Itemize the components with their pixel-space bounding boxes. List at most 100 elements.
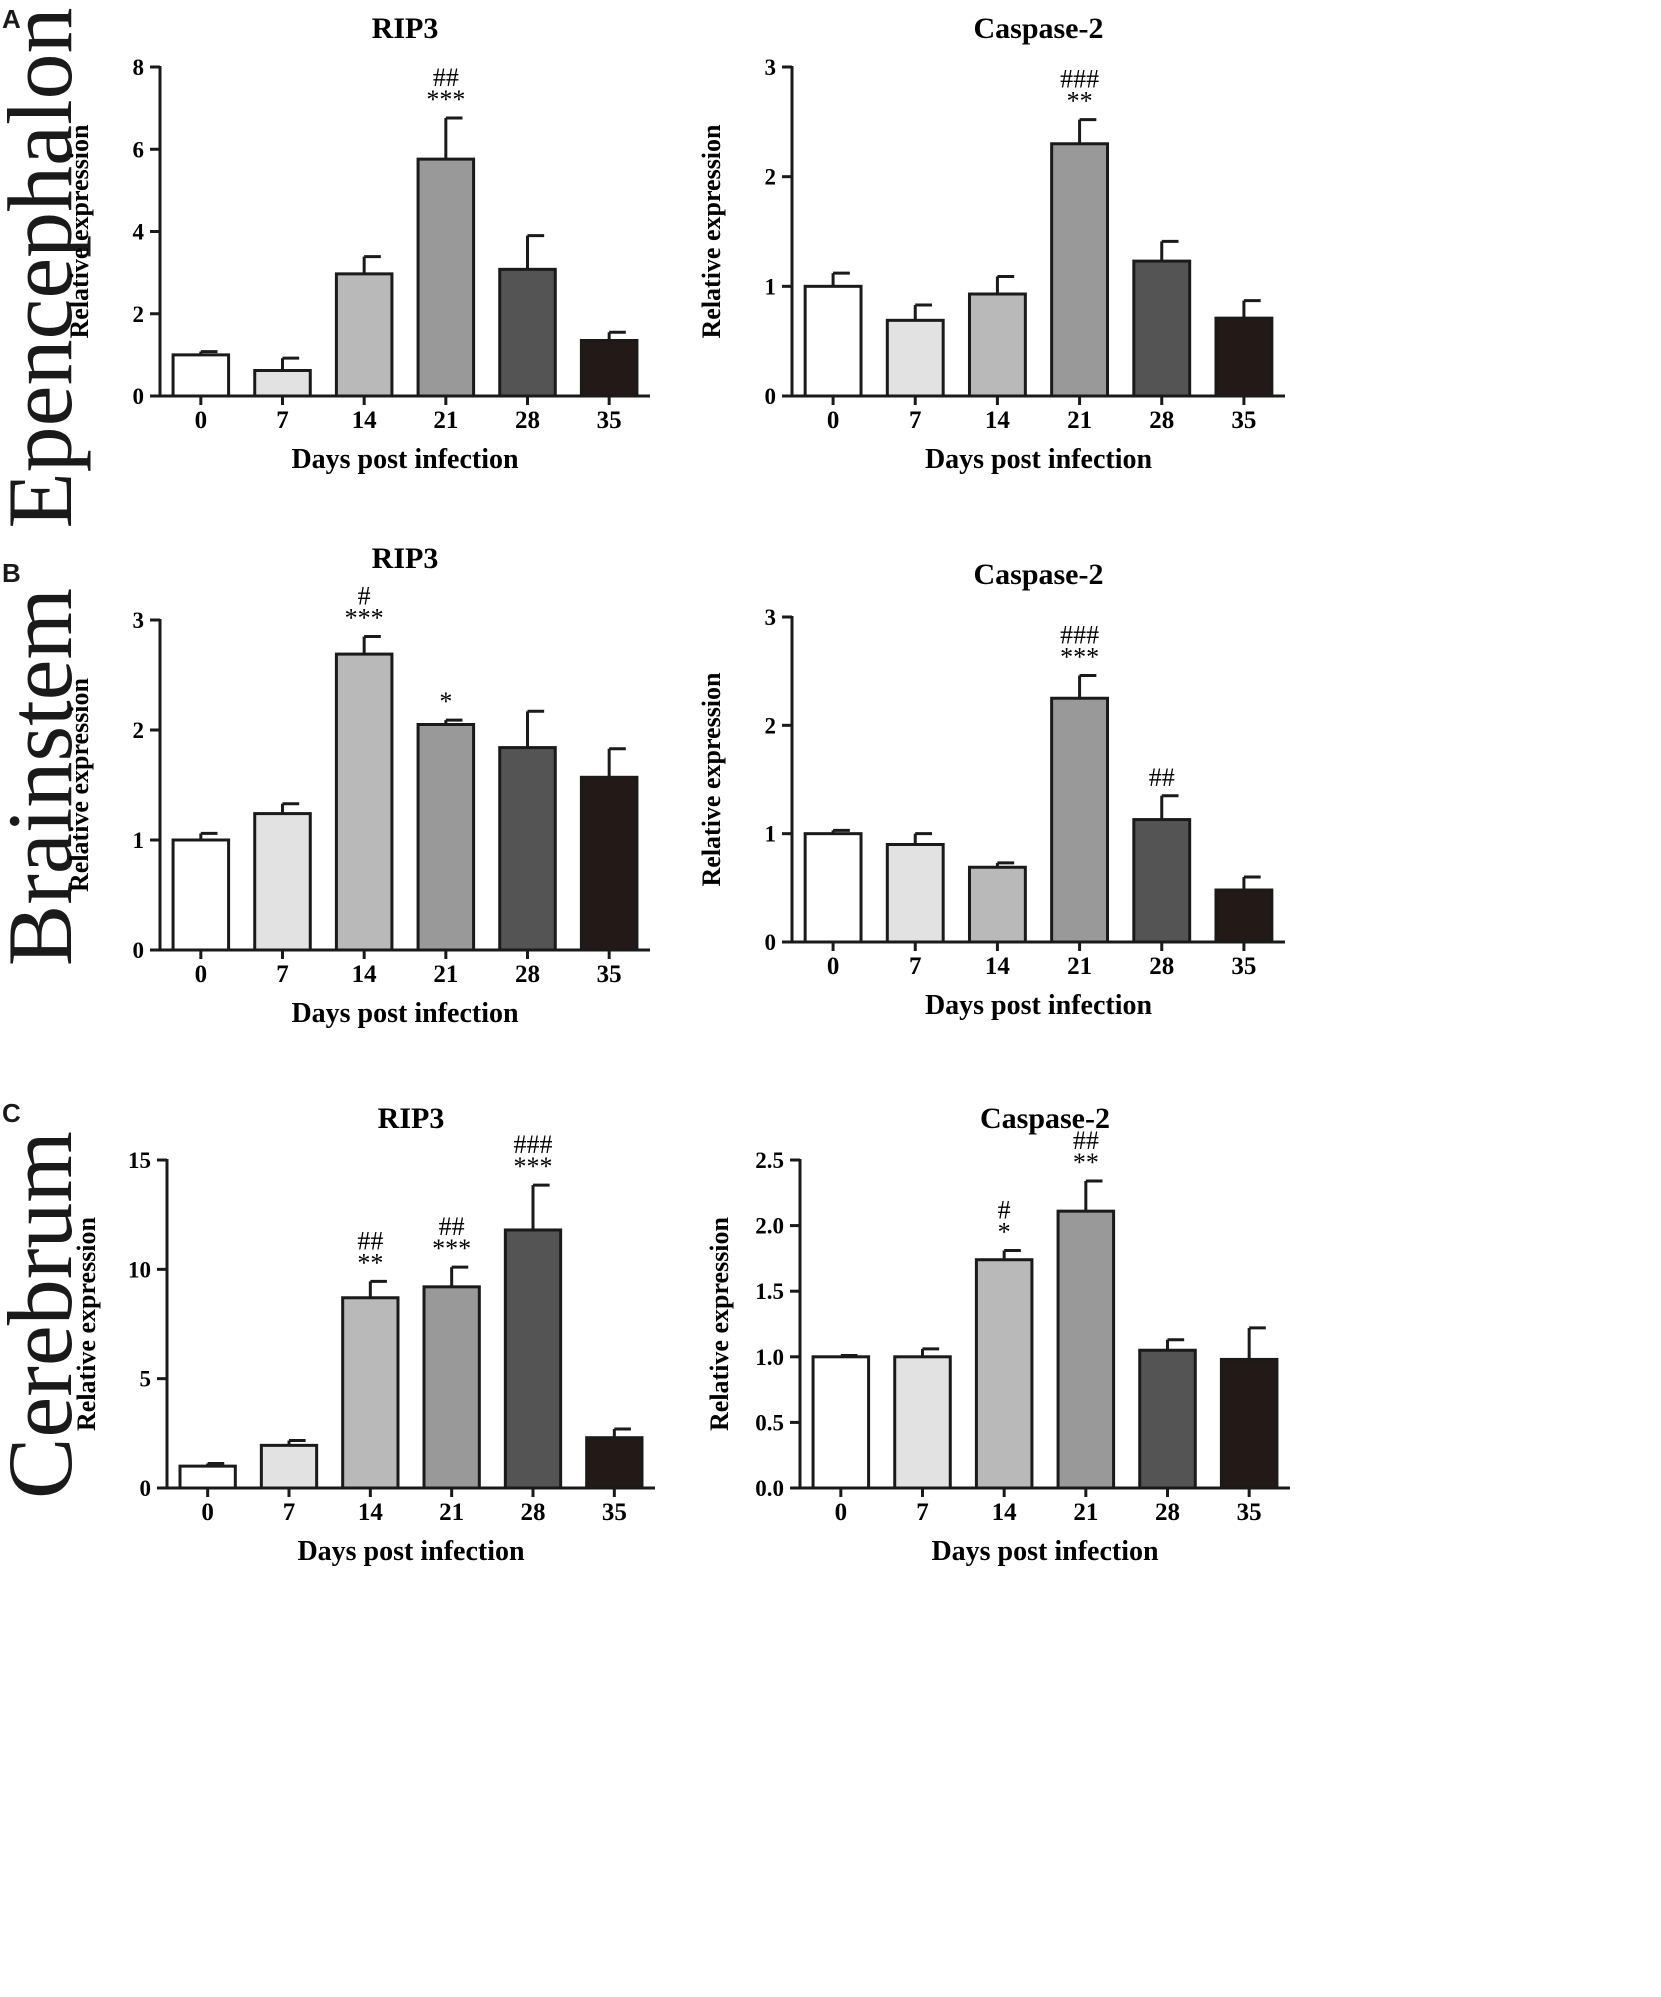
y-tick-label: 2.5 xyxy=(755,1148,784,1173)
bar-day-21 xyxy=(416,157,476,398)
significance-label-14: # xyxy=(358,582,371,611)
x-tick-label-0: 0 xyxy=(195,407,208,434)
significance-label-14: ## xyxy=(357,1226,383,1255)
x-tick-label-35: 35 xyxy=(1231,407,1256,434)
bar-day-28 xyxy=(1132,818,1192,944)
bar-day-28 xyxy=(1138,1348,1197,1490)
x-tick-label-7: 7 xyxy=(283,1499,296,1526)
bar-day-35 xyxy=(585,1436,644,1490)
bar-day-7 xyxy=(259,1443,319,1490)
x-tick-label-28: 28 xyxy=(1155,1499,1180,1526)
panel-letter-b: B xyxy=(2,558,21,588)
x-tick-label-35: 35 xyxy=(1237,1499,1262,1526)
x-tick-label-7: 7 xyxy=(909,953,922,980)
bar-day-7 xyxy=(253,812,312,952)
x-axis-label: Days post infection xyxy=(297,1536,525,1567)
x-tick-label-0: 0 xyxy=(201,1499,214,1526)
x-tick-label-35: 35 xyxy=(597,961,622,988)
x-tick-label-35: 35 xyxy=(597,407,622,434)
y-axis-label: Relative expression xyxy=(65,677,94,892)
x-tick-label-28: 28 xyxy=(1149,407,1174,434)
chart-cerebrum-caspase2: Caspase-2 0 7 #* 14 ##** 21 28 35 0.0 0.5 1.0 1.5 2.0… xyxy=(705,1102,1290,1567)
x-tick-label-7: 7 xyxy=(276,961,289,988)
bar-day-21 xyxy=(1050,696,1110,944)
x-tick-label-14: 14 xyxy=(992,1499,1018,1526)
x-axis-label: Days post infection xyxy=(931,1536,1159,1567)
x-tick-label-7: 7 xyxy=(909,407,922,434)
significance-label-14: *** xyxy=(345,604,384,633)
y-tick-label: 1.0 xyxy=(755,1345,784,1370)
x-tick-label-14: 14 xyxy=(352,407,378,434)
x-tick-label-35: 35 xyxy=(602,1499,627,1526)
y-axis-label: Relative expression xyxy=(697,672,726,887)
bar-day-14 xyxy=(967,865,1027,944)
bar-day-35 xyxy=(579,775,639,952)
x-axis-label: Days post infection xyxy=(291,444,519,475)
bar-day-28 xyxy=(498,746,557,952)
y-tick-label: 2 xyxy=(133,302,145,327)
chart-brainstem-caspase2: Caspase-2 0 7 14 ###*** 21 ## 28 35 0 1 2 3 Days post… xyxy=(697,558,1285,1021)
y-tick-label: 3 xyxy=(133,608,145,633)
x-tick-label-21: 21 xyxy=(1067,953,1092,980)
y-tick-label: 2 xyxy=(765,165,777,190)
x-tick-label-7: 7 xyxy=(276,407,289,434)
bar-day-7 xyxy=(253,369,312,398)
bar-day-14 xyxy=(341,1296,400,1490)
chart-title: Caspase-2 xyxy=(980,1102,1110,1135)
y-tick-label: 5 xyxy=(140,1367,152,1392)
x-tick-label-14: 14 xyxy=(352,961,378,988)
y-tick-label: 2.0 xyxy=(755,1214,784,1239)
y-tick-label: 0 xyxy=(140,1476,152,1501)
x-tick-label-14: 14 xyxy=(985,407,1011,434)
bar-day-35 xyxy=(1214,888,1274,944)
x-tick-label-7: 7 xyxy=(916,1499,929,1526)
x-axis-label: Days post infection xyxy=(925,444,1153,475)
panel-letter-c: C xyxy=(2,1098,21,1128)
bar-day-7 xyxy=(885,843,945,944)
bar-day-28 xyxy=(498,267,557,398)
significance-label-21: ## xyxy=(439,1212,465,1241)
y-tick-label: 3 xyxy=(765,55,777,80)
y-axis-label: Relative expression xyxy=(697,124,726,339)
significance-label-14: ** xyxy=(357,1248,383,1277)
x-tick-label-0: 0 xyxy=(835,1499,848,1526)
significance-label-21: *** xyxy=(426,85,465,114)
x-tick-label-28: 28 xyxy=(515,407,540,434)
x-tick-label-21: 21 xyxy=(1067,407,1092,434)
x-tick-label-35: 35 xyxy=(1231,953,1256,980)
y-tick-label: 6 xyxy=(133,137,145,162)
x-tick-label-21: 21 xyxy=(433,407,458,434)
y-axis-label: Relative expression xyxy=(705,1216,734,1431)
significance-label-21: ### xyxy=(1060,621,1099,650)
y-tick-label: 1.5 xyxy=(755,1279,784,1304)
significance-label-21: ## xyxy=(433,63,459,92)
significance-label-21: ** xyxy=(1067,87,1093,116)
significance-label-14: # xyxy=(998,1196,1011,1225)
y-tick-label: 0.0 xyxy=(755,1476,784,1501)
bar-day-0 xyxy=(811,1355,871,1490)
bar-day-14 xyxy=(334,272,394,398)
bar-day-0 xyxy=(171,353,231,398)
y-tick-label: 2 xyxy=(133,718,145,743)
y-tick-label: 1 xyxy=(133,828,145,853)
bar-day-35 xyxy=(579,338,639,398)
x-tick-label-14: 14 xyxy=(358,1499,384,1526)
bar-day-0 xyxy=(178,1464,237,1490)
chart-brainstem-rip3: RIP3 0 7 #*** 14 * 21 28 35 0 1 2 3 Days post infecti… xyxy=(65,542,650,1029)
bar-day-0 xyxy=(803,284,863,398)
bar-day-14 xyxy=(334,652,394,952)
bar-day-35 xyxy=(1214,316,1274,398)
y-tick-label: 1 xyxy=(765,274,777,299)
y-axis-label: Relative expression xyxy=(65,124,94,339)
significance-label-21: *** xyxy=(1060,643,1099,672)
bar-day-21 xyxy=(416,723,476,952)
bar-day-28 xyxy=(1132,259,1192,398)
y-tick-label: 1 xyxy=(765,822,777,847)
bar-day-35 xyxy=(1219,1357,1279,1490)
y-tick-label: 8 xyxy=(133,55,145,80)
significance-label-28: *** xyxy=(514,1152,553,1181)
x-axis-label: Days post infection xyxy=(925,990,1153,1021)
significance-label-21: *** xyxy=(432,1234,471,1263)
chart-title: Caspase-2 xyxy=(973,558,1103,591)
